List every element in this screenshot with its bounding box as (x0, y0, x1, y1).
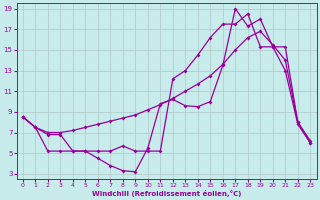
X-axis label: Windchill (Refroidissement éolien,°C): Windchill (Refroidissement éolien,°C) (92, 190, 241, 197)
